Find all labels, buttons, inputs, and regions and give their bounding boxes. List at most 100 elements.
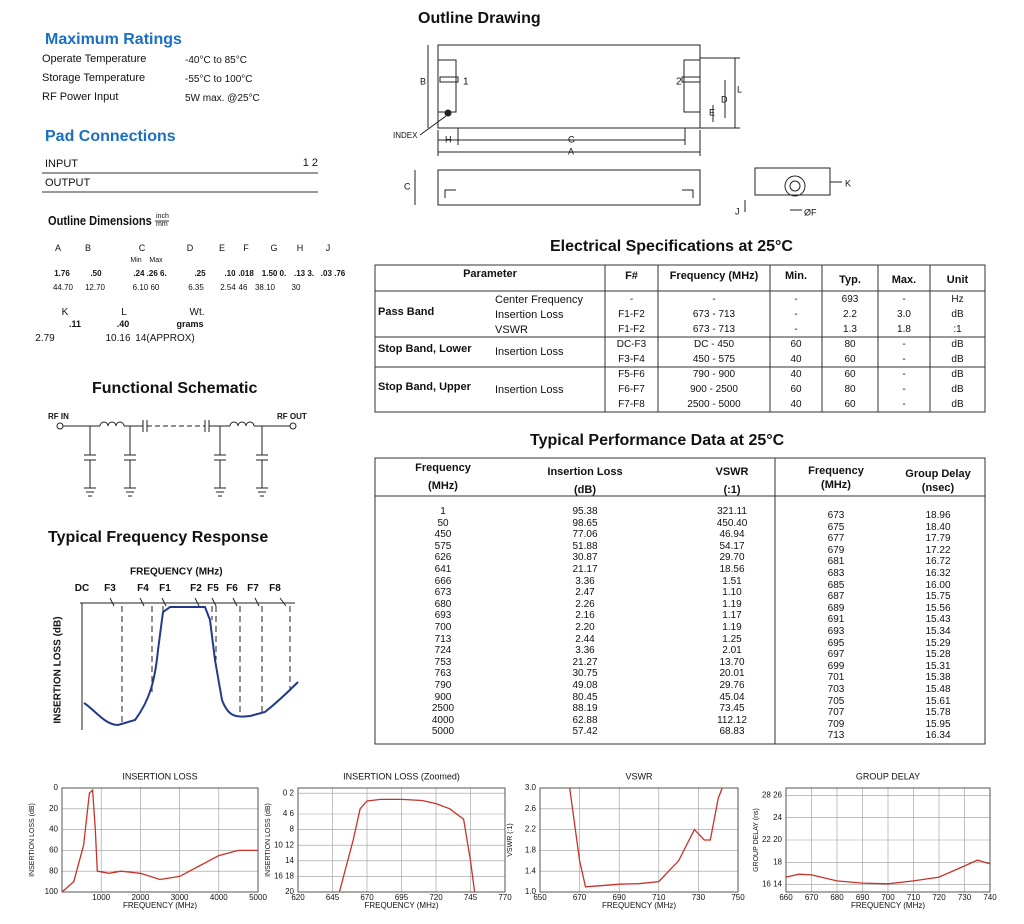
shape xyxy=(99,421,125,427)
band-marker: F2 xyxy=(190,583,202,594)
spec-cell: 1.8 xyxy=(897,324,911,335)
spec-cell: 60 xyxy=(790,384,802,395)
band-marker: F6 xyxy=(226,583,238,594)
x-tick-label: 730 xyxy=(958,893,972,902)
dim-mm: 46 xyxy=(238,283,248,292)
response-diagram xyxy=(80,597,299,730)
data-cell: 15.56 xyxy=(925,602,951,614)
dim-inch: 1.76 xyxy=(54,269,70,278)
spec-cell: dB xyxy=(951,354,964,365)
dim-inch: .13 3. xyxy=(293,269,315,278)
spec-cell: 40 xyxy=(790,399,802,410)
y-axis-label: INSERTION LOSS (dB) xyxy=(265,803,272,877)
plot-frame xyxy=(297,787,506,893)
param-label: Insertion Loss xyxy=(495,346,564,358)
x-tick-label: 700 xyxy=(881,893,895,902)
table-frame xyxy=(374,264,986,413)
plot-title: GROUP DELAY xyxy=(856,771,920,781)
dim-letter: J xyxy=(325,243,331,253)
data-cell: 699 xyxy=(827,660,845,672)
dim2-letters: Wt. xyxy=(189,307,205,318)
shape xyxy=(84,426,96,497)
pad-label: INPUT xyxy=(45,158,78,170)
section-title: Typical Frequency Response xyxy=(48,529,269,546)
data-cell: 1.19 xyxy=(722,622,742,633)
spec-cell: 60 xyxy=(844,399,856,410)
data-cell: 17.22 xyxy=(925,544,951,556)
table-header: Typ. xyxy=(839,274,861,286)
section-title: Electrical Specifications at 25°C xyxy=(550,238,793,255)
data-cell: 49.08 xyxy=(572,680,598,691)
data-cell: 18.40 xyxy=(925,521,951,533)
plot-frame xyxy=(785,787,991,893)
spec-cell: 80 xyxy=(844,339,856,350)
plot-frame xyxy=(539,787,739,893)
x-tick-label: 645 xyxy=(326,893,340,902)
spec-cell: 2500 - 5000 xyxy=(687,399,741,410)
y-tick-label: 1.8 xyxy=(525,846,537,855)
x-tick-label: 695 xyxy=(395,893,409,902)
data-cell: 54.17 xyxy=(719,540,745,552)
y-tick-label: 16 14 xyxy=(762,880,783,889)
y-tick-label: 2.6 xyxy=(525,804,537,813)
rating-label: Operate Temperature xyxy=(42,53,147,65)
y-tick-label: 80 xyxy=(49,866,58,875)
data-cell: 1.51 xyxy=(722,575,742,587)
data-cell: 21.17 xyxy=(572,564,598,575)
dim-inch: .50 xyxy=(90,269,102,278)
band-marker: F3 xyxy=(104,583,116,594)
data-cell: 4000 xyxy=(431,714,455,726)
data-cell: 3.36 xyxy=(575,645,595,657)
param-label: Insertion Loss xyxy=(495,383,564,396)
schematic xyxy=(56,420,297,497)
rating-label: RF Power Input xyxy=(42,91,119,103)
data-cell: 1.19 xyxy=(722,598,742,610)
x-tick-label: 720 xyxy=(932,893,946,902)
data-cell: 450.40 xyxy=(716,517,748,529)
data-cell: 763 xyxy=(434,668,452,680)
data-cell: 689 xyxy=(827,602,845,614)
data-cell: 98.65 xyxy=(572,517,598,529)
dim-label: J xyxy=(735,206,740,216)
y-axis-label: GROUP DELAY (ns) xyxy=(753,808,760,872)
data-cell: 685 xyxy=(827,579,845,591)
data-cell: 450 xyxy=(434,529,452,541)
data-cell: 1 xyxy=(440,506,446,517)
spec-cell: F1-F2 xyxy=(618,309,645,320)
rect xyxy=(437,169,701,206)
data-cell: 683 xyxy=(827,568,845,579)
data-cell: 1.25 xyxy=(722,633,742,645)
data-cell: 50 xyxy=(437,517,449,529)
table-header: Group Delay xyxy=(905,468,971,480)
index-label: INDEX xyxy=(393,131,418,140)
data-cell: 900 xyxy=(434,691,452,703)
data-cell: 15.43 xyxy=(925,614,951,626)
dim2-inch: .11 xyxy=(68,319,82,329)
dim-inch: .018 xyxy=(238,269,254,278)
table-header: (nsec) xyxy=(921,482,955,494)
dim-label: H xyxy=(445,134,452,144)
data-cell: 695 xyxy=(827,637,845,649)
data-cell: 701 xyxy=(827,672,845,684)
rating-value: 5W max. @25°C xyxy=(185,93,260,104)
data-cell: 45.04 xyxy=(719,691,745,703)
data-cell: 29.70 xyxy=(719,552,745,564)
dim-label: B xyxy=(420,76,426,86)
section-title: Typical Performance Data at 25°C xyxy=(530,432,785,449)
band-marker: DC xyxy=(74,583,90,594)
data-cell: 15.61 xyxy=(925,695,951,707)
spec-cell: dB xyxy=(951,309,964,320)
spec-cell: 3.0 xyxy=(897,309,911,320)
x-axis-label: FREQUENCY (MHz) xyxy=(602,901,676,910)
y-axis-label: VSWR (:1) xyxy=(507,823,514,856)
dim-letter: E xyxy=(218,243,226,253)
x-tick-label: 680 xyxy=(830,893,844,902)
spec-cell: 80 xyxy=(844,384,856,395)
spec-cell: - xyxy=(794,309,798,320)
spec-cell: F5-F6 xyxy=(618,369,645,380)
data-cell: 666 xyxy=(434,575,452,587)
section-title: Outline Drawing xyxy=(418,10,541,27)
dim-label: E xyxy=(709,107,715,117)
data-cell: 693 xyxy=(827,626,845,637)
y-tick-label: 14 xyxy=(285,856,294,865)
